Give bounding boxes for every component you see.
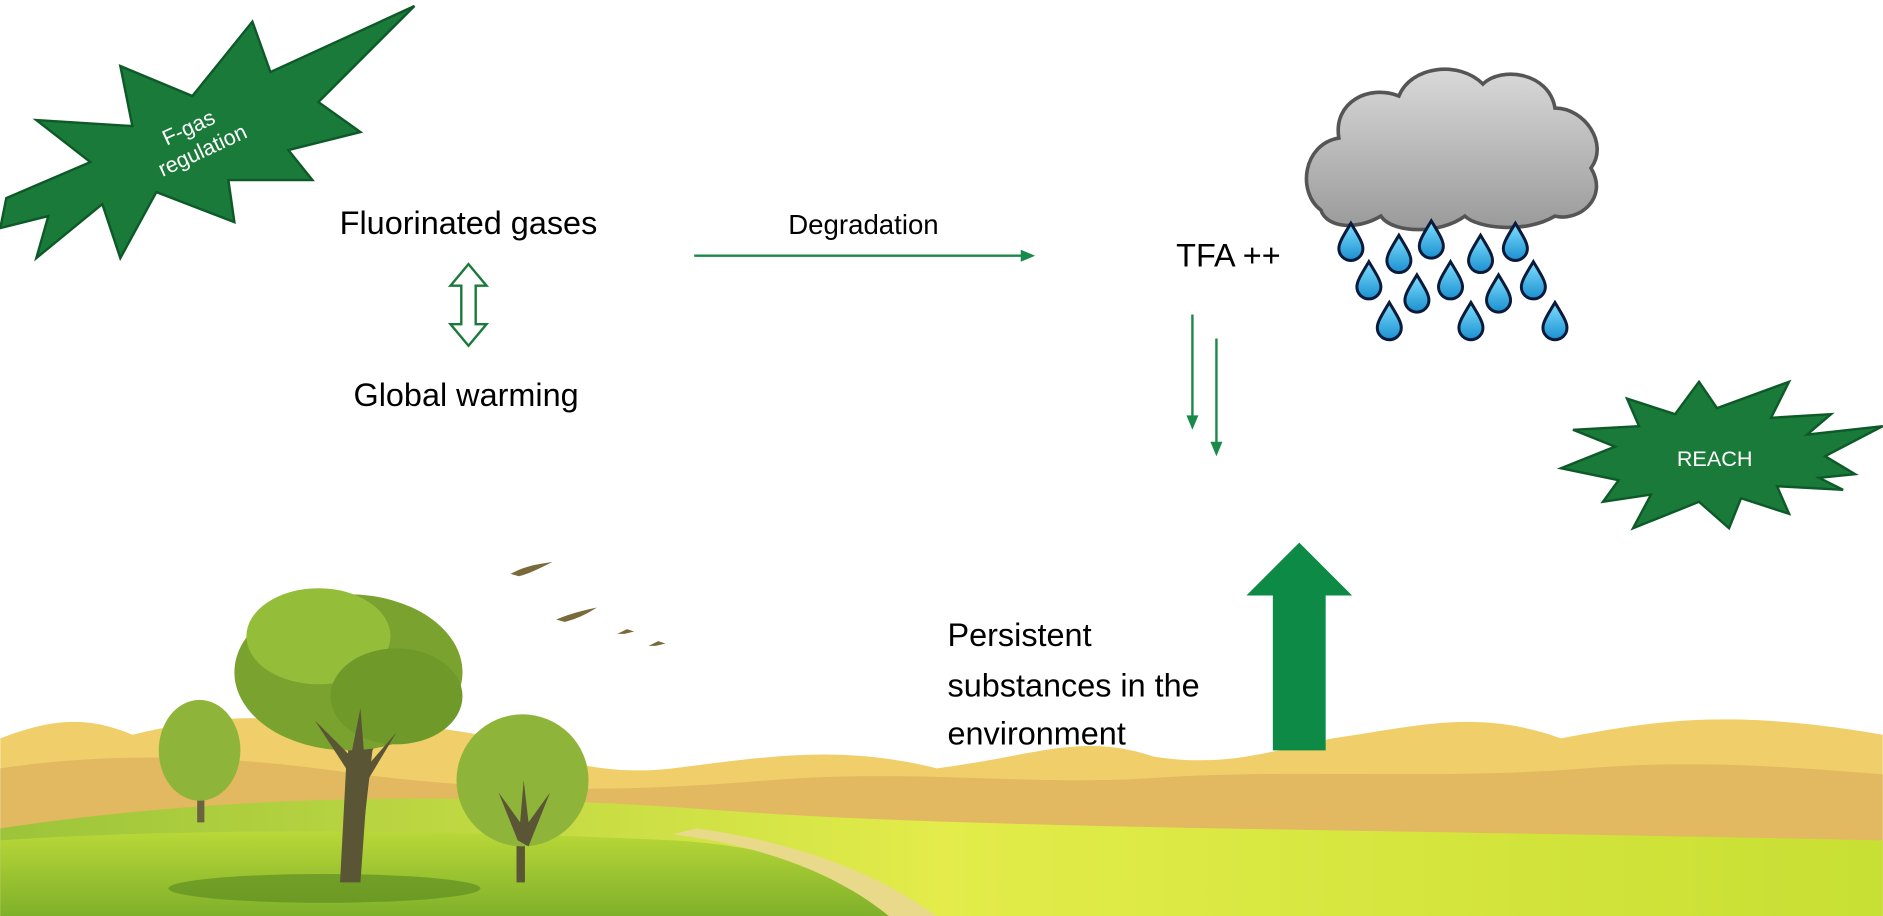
trees [158, 588, 589, 883]
global-warming-label: Global warming [354, 377, 579, 413]
tfa-label: TFA ++ [1176, 238, 1280, 274]
f-gas-starburst: F-gas regulation [0, 4, 416, 262]
reach-label: REACH [1677, 446, 1753, 471]
degradation-label: Degradation [788, 209, 938, 240]
reach-starburst: REACH [1556, 379, 1883, 531]
birds [510, 561, 666, 646]
persistent-line: Persistent [948, 617, 1092, 653]
persistent-label: Persistent substances in the environment [948, 617, 1209, 751]
landscape [0, 718, 1883, 916]
persistent-line: environment [948, 715, 1126, 751]
rain-cloud [1304, 67, 1599, 342]
fluorinated-gases-label: Fluorinated gases [340, 205, 598, 241]
persistent-line: substances in the [948, 667, 1200, 703]
arrows [447, 249, 1353, 751]
